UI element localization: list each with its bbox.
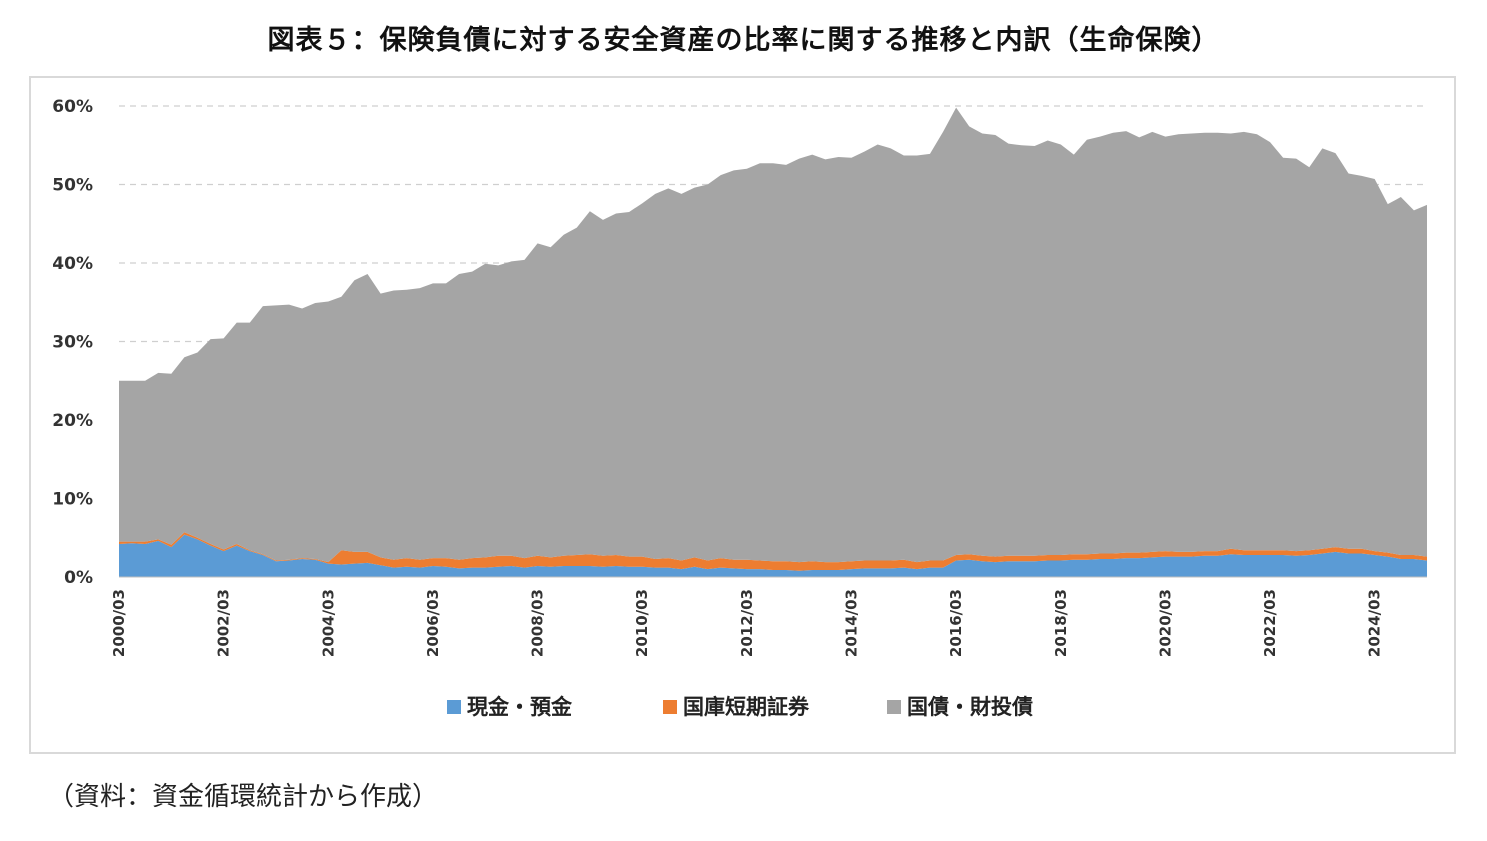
legend-label: 現金・預金 xyxy=(467,695,573,719)
x-tick-label: 2004/03 xyxy=(319,589,337,657)
legend-swatch xyxy=(663,700,677,714)
y-tick-label: 60% xyxy=(52,97,93,117)
legend-swatch xyxy=(447,700,461,714)
legend-label: 国庫短期証券 xyxy=(683,695,810,719)
x-tick-label: 2012/03 xyxy=(738,589,756,657)
legend-label: 国債・財投債 xyxy=(907,695,1033,719)
chart-title: 図表５：保険負債に対する安全資産の比率に関する推移と内訳（生命保険） xyxy=(267,25,1220,56)
x-tick-label: 2008/03 xyxy=(529,589,547,657)
x-tick-label: 2014/03 xyxy=(842,589,860,657)
y-tick-label: 10% xyxy=(52,490,93,510)
x-tick-label: 2022/03 xyxy=(1261,589,1279,657)
area-series-1 xyxy=(119,534,1427,577)
area-series-2 xyxy=(119,532,1427,571)
x-tick-label: 2010/03 xyxy=(633,589,651,657)
y-tick-label: 20% xyxy=(52,411,93,431)
source-note: （資料：資金循環統計から作成） xyxy=(48,782,439,812)
x-tick-label: 2000/03 xyxy=(110,589,128,657)
y-tick-label: 30% xyxy=(52,333,93,353)
y-tick-label: 50% xyxy=(52,176,93,196)
x-tick-label: 2006/03 xyxy=(424,589,442,657)
area-series-3 xyxy=(119,107,1427,563)
x-tick-label: 2024/03 xyxy=(1366,589,1384,657)
chart-plot: 0% 10% 20% 30% 40% 50% 60% 2000/03 2002/03 2004/0… xyxy=(52,97,1427,719)
x-tick-label: 2016/03 xyxy=(947,589,965,657)
x-tick-label: 2020/03 xyxy=(1156,589,1174,657)
legend-swatch xyxy=(887,700,901,714)
y-tick-label: 40% xyxy=(52,254,93,274)
x-tick-label: 2002/03 xyxy=(215,589,233,657)
y-tick-label: 0% xyxy=(64,568,93,588)
x-tick-label: 2018/03 xyxy=(1052,589,1070,657)
